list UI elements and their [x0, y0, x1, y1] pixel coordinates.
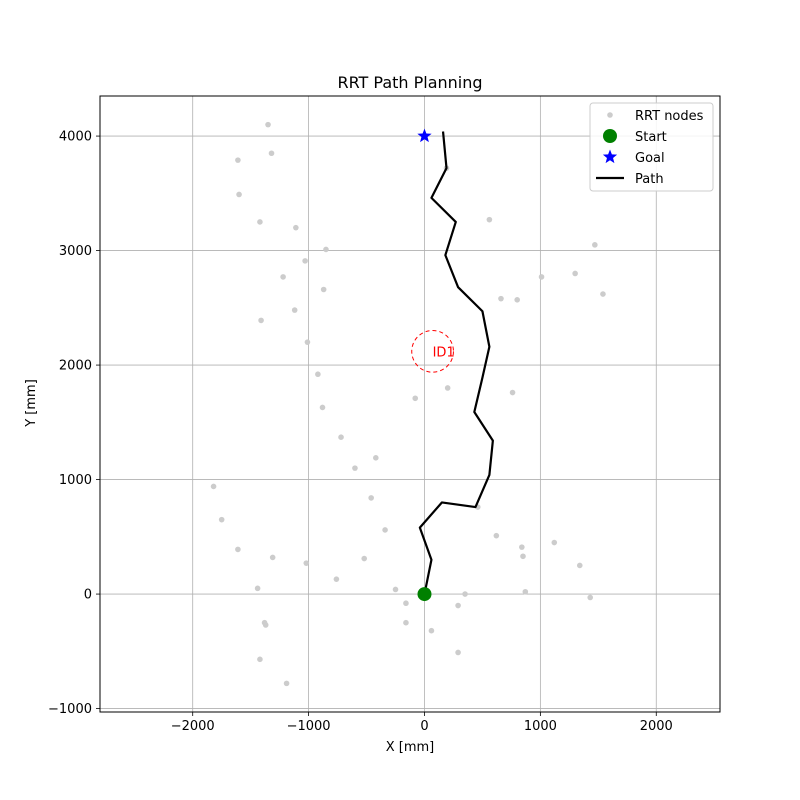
rrt-node-point: [257, 656, 263, 663]
start-point: [417, 587, 432, 602]
rrt-node-point: [519, 544, 525, 550]
y-tick-label: 2000: [59, 359, 92, 374]
rrt-node-point: [268, 150, 275, 157]
rrt-node-point: [551, 539, 558, 546]
rrt-node-point: [291, 307, 298, 313]
plot-area-frame: [99, 95, 721, 713]
obstacle-label: ID1: [433, 345, 455, 360]
y-axis-label: Y [mm]: [24, 379, 39, 428]
chart-title: RRT Path Planning: [337, 73, 482, 92]
y-tick-label: 3000: [59, 244, 92, 259]
legend-goal-marker: [602, 149, 618, 164]
axis-ticks: −2000 −1000 0 1000 2000 −1000 0 1000 2000 3000 400…: [48, 130, 673, 734]
rrt-node-point: [303, 560, 310, 566]
rrt-node-point: [265, 121, 271, 128]
rrt-node-point: [338, 434, 344, 441]
rrt-node-point: [514, 297, 520, 303]
x-axis-label: X [mm]: [386, 740, 435, 755]
rrt-node-point: [522, 588, 529, 595]
legend-entry-label: Goal: [635, 151, 665, 166]
path-series: [418, 131, 494, 595]
rrt-node-point: [462, 591, 468, 597]
path-line: [418, 131, 494, 595]
obstacles: ID1: [411, 329, 455, 373]
rrt-node-point: [572, 270, 578, 277]
rrt-node-point: [258, 317, 264, 324]
rrt-node-point: [262, 622, 269, 628]
rrt-node-point: [283, 680, 290, 687]
rrt-node-point: [210, 483, 217, 490]
y-tick-label: −1000: [48, 702, 92, 717]
rrt-node-point: [304, 339, 311, 345]
rrt-node-point: [235, 157, 241, 163]
x-tick-label: −1000: [287, 719, 331, 734]
y-tick-label: 1000: [59, 473, 92, 488]
rrt-node-point: [403, 619, 409, 626]
rrt-node-point: [600, 291, 606, 297]
legend-start-marker: [603, 129, 617, 143]
y-tick-label: 4000: [59, 130, 92, 145]
rrt-node-point: [509, 389, 516, 396]
rrt-node-point: [333, 576, 340, 582]
legend-entry-label: Path: [635, 172, 664, 187]
rrt-node-point: [361, 555, 368, 562]
rrt-node-point: [319, 404, 326, 411]
rrt-node-point: [486, 216, 493, 223]
rrt-node-point: [257, 219, 263, 225]
x-tick-label: 2000: [640, 719, 673, 734]
goal-point: [417, 128, 432, 143]
rrt-node-point: [315, 371, 321, 378]
rrt-node-point: [493, 532, 500, 539]
rrt-node-point: [428, 627, 435, 634]
rrt-node-point: [293, 224, 299, 231]
rrt-node-point: [254, 585, 261, 592]
rrt-node-point: [218, 516, 225, 523]
rrt-node-point: [280, 274, 286, 280]
rrt-nodes: [210, 121, 606, 687]
y-tick-label: 0: [84, 588, 92, 603]
legend: RRT nodes Start Goal Path: [589, 102, 714, 192]
rrt-node-point: [498, 295, 504, 302]
legend-entry-label: RRT nodes: [635, 109, 704, 124]
start-goal-markers: [417, 128, 432, 602]
rrt-node-point: [576, 562, 583, 569]
legend-box: [589, 102, 714, 192]
rrt-node-point: [382, 527, 388, 533]
rrt-node-point: [587, 594, 594, 601]
x-tick-label: 1000: [524, 719, 557, 734]
rrt-node-point: [320, 286, 327, 293]
rrt-node-point: [373, 455, 379, 461]
rrt-node-point: [352, 465, 358, 471]
x-tick-label: −2000: [171, 719, 215, 734]
legend-entry-label: Start: [635, 130, 667, 145]
rrt-node-point: [236, 191, 242, 198]
obstacle-circle: [411, 329, 454, 373]
rrt-node-point: [455, 602, 461, 609]
rrt-node-point: [235, 546, 241, 553]
rrt-node-point: [323, 246, 329, 253]
rrt-node-point: [302, 258, 308, 264]
rrt-node-point: [520, 553, 526, 560]
rrt-node-point: [403, 600, 409, 607]
rrt-node-point: [368, 495, 374, 501]
rrt-node-point: [592, 242, 598, 248]
rrt-node-point: [269, 554, 276, 561]
legend-nodes-marker: [607, 112, 613, 118]
rrt-node-point: [444, 385, 451, 391]
rrt-node-point: [538, 274, 545, 280]
rrt-node-point: [455, 649, 461, 656]
rrt-node-point: [412, 395, 419, 402]
x-tick-label: 0: [420, 719, 428, 734]
rrt-node-point: [392, 586, 399, 593]
